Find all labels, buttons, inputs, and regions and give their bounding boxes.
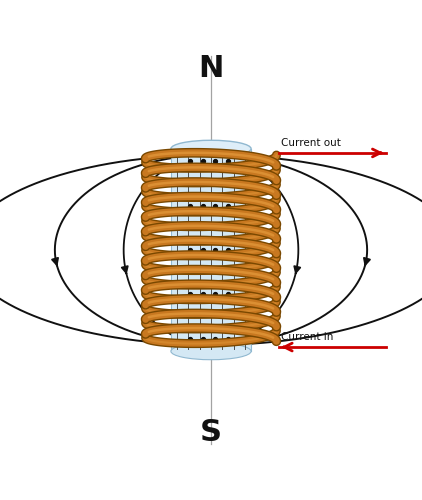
Bar	[171, 148, 251, 352]
Text: Current in: Current in	[281, 332, 333, 342]
Ellipse shape	[171, 343, 251, 359]
Ellipse shape	[171, 140, 251, 157]
Text: Current out: Current out	[281, 138, 341, 148]
Text: N: N	[198, 54, 224, 83]
Text: S: S	[200, 418, 222, 448]
